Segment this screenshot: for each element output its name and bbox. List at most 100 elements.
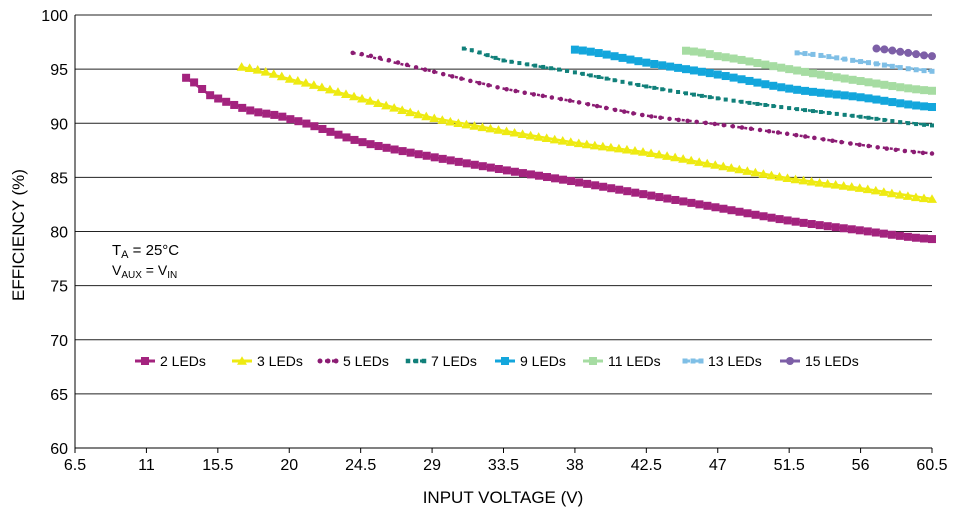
data-point bbox=[564, 68, 569, 73]
data-point bbox=[904, 100, 913, 109]
data-point bbox=[896, 83, 905, 92]
data-point bbox=[670, 152, 681, 162]
data-point bbox=[260, 66, 271, 76]
x-tick-label: 29 bbox=[423, 457, 441, 474]
data-point bbox=[914, 122, 919, 127]
data-point bbox=[406, 148, 415, 157]
data-point bbox=[182, 73, 191, 82]
data-point bbox=[826, 54, 832, 60]
data-point bbox=[639, 190, 648, 199]
data-point bbox=[570, 45, 579, 54]
data-point bbox=[695, 200, 704, 209]
data-point bbox=[621, 144, 632, 154]
data-point bbox=[910, 192, 921, 202]
data-point bbox=[711, 203, 720, 212]
data-point bbox=[878, 187, 889, 196]
data-point bbox=[576, 100, 582, 105]
data-point bbox=[758, 169, 769, 178]
data-point bbox=[912, 50, 921, 59]
data-point bbox=[912, 85, 921, 94]
data-point bbox=[453, 118, 464, 127]
data-point bbox=[638, 147, 649, 156]
data-point bbox=[294, 117, 303, 126]
data-point bbox=[626, 55, 635, 64]
data-point bbox=[390, 145, 399, 154]
data-point bbox=[751, 210, 760, 219]
legend-swatch-marker bbox=[405, 358, 411, 364]
data-point bbox=[790, 174, 801, 184]
data-point bbox=[494, 164, 503, 173]
y-tick-label: 60 bbox=[50, 441, 68, 458]
data-point bbox=[785, 84, 794, 93]
legend-swatch-marker bbox=[698, 358, 704, 364]
data-point bbox=[697, 48, 706, 57]
data-point bbox=[703, 120, 708, 126]
data-point bbox=[834, 55, 840, 61]
data-point bbox=[565, 137, 576, 146]
data-point bbox=[763, 103, 768, 108]
data-point bbox=[684, 91, 689, 96]
data-point bbox=[895, 231, 904, 240]
data-point bbox=[842, 56, 848, 62]
data-point bbox=[655, 193, 664, 202]
data-point bbox=[650, 59, 659, 68]
data-point bbox=[897, 65, 903, 71]
data-point bbox=[723, 97, 728, 102]
data-point bbox=[761, 80, 770, 89]
data-point bbox=[730, 124, 736, 129]
data-point bbox=[920, 86, 929, 95]
data-point bbox=[517, 61, 522, 66]
data-point bbox=[855, 226, 864, 235]
data-point bbox=[477, 122, 488, 132]
data-point bbox=[381, 100, 392, 110]
data-point bbox=[386, 57, 392, 63]
data-point bbox=[803, 134, 808, 139]
data-point bbox=[678, 154, 689, 163]
data-point bbox=[795, 107, 800, 112]
data-point bbox=[615, 185, 624, 194]
data-point bbox=[642, 58, 651, 67]
data-point bbox=[739, 99, 744, 104]
data-point bbox=[874, 116, 879, 121]
data-point bbox=[793, 85, 802, 94]
legend-item-9-leds: 9 LEDs bbox=[495, 353, 566, 369]
data-point bbox=[244, 63, 255, 72]
data-point bbox=[583, 179, 592, 188]
series-line bbox=[185, 76, 933, 241]
data-point bbox=[342, 133, 351, 142]
data-point bbox=[755, 101, 760, 106]
data-point bbox=[838, 181, 849, 190]
data-point bbox=[440, 71, 446, 77]
data-point bbox=[649, 114, 654, 119]
grid-lines bbox=[75, 14, 932, 395]
data-point bbox=[603, 105, 609, 111]
legend-item-15-leds: 15 LEDs bbox=[780, 353, 859, 369]
vaux-mid: = V bbox=[142, 262, 168, 278]
data-point bbox=[721, 53, 730, 62]
data-point bbox=[586, 47, 595, 56]
data-point bbox=[729, 54, 738, 63]
data-point bbox=[880, 45, 889, 54]
data-point bbox=[477, 80, 482, 86]
vin-sub: IN bbox=[167, 270, 177, 281]
data-point bbox=[502, 166, 511, 175]
data-point bbox=[198, 84, 207, 93]
data-point bbox=[365, 96, 376, 105]
data-point bbox=[913, 67, 919, 73]
data-point bbox=[358, 138, 367, 147]
data-point bbox=[405, 107, 416, 117]
data-point bbox=[366, 140, 375, 149]
legend-item-5-leds: 5 LEDs bbox=[317, 353, 389, 369]
data-point bbox=[308, 80, 319, 89]
legend-swatch-marker bbox=[333, 358, 339, 364]
data-point bbox=[559, 175, 568, 184]
data-point bbox=[599, 182, 608, 191]
legend-swatch-marker bbox=[690, 358, 696, 364]
data-point bbox=[613, 143, 624, 153]
data-point bbox=[745, 57, 754, 66]
data-point bbox=[894, 190, 905, 199]
data-point bbox=[726, 163, 737, 172]
data-point bbox=[775, 215, 784, 224]
ta-main: T bbox=[112, 242, 121, 259]
